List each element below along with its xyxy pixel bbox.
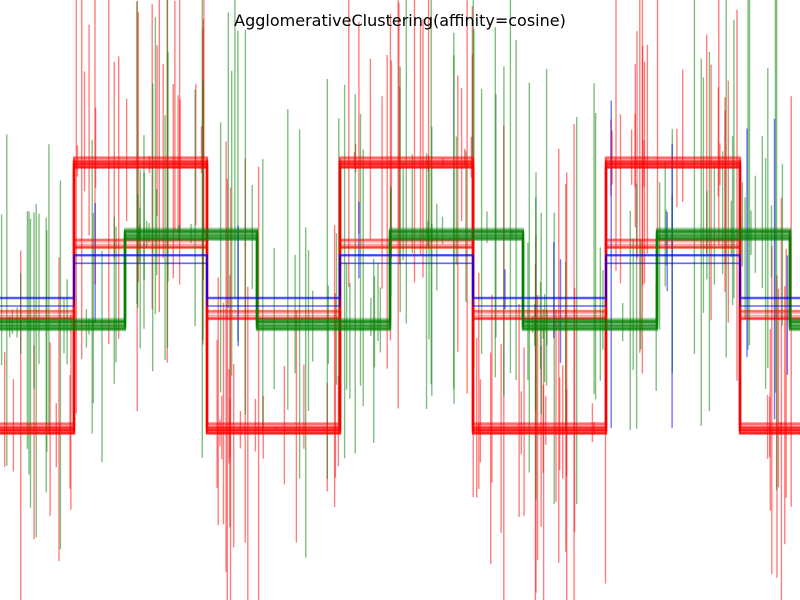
trace-cluster-1 — [0, 230, 800, 324]
trace-cluster-1 — [0, 229, 800, 323]
trace-cluster-1 — [0, 234, 800, 327]
trace-cluster-0 — [0, 159, 800, 429]
trace-cluster-0 — [0, 166, 800, 435]
trace-cluster-0 — [0, 165, 800, 434]
trace-cluster-0 — [0, 161, 800, 430]
trace-cluster-2 — [0, 254, 800, 300]
trace-cluster-1 — [0, 229, 800, 322]
trace-cluster-0-alt — [0, 246, 800, 320]
trace-cluster-0 — [0, 158, 800, 427]
trace-cluster-0-alt — [0, 246, 800, 321]
trace-cluster-0 — [0, 160, 800, 429]
trace-cluster-1 — [0, 233, 800, 327]
trace-cluster-0 — [0, 162, 800, 431]
trace-cluster-0-alt — [0, 239, 800, 313]
trace-cluster-1 — [0, 231, 800, 325]
chart-title: AgglomerativeClustering(affinity=cosine) — [234, 11, 566, 30]
cluster-lines — [0, 156, 800, 435]
trace-cluster-0 — [0, 156, 800, 425]
trace-cluster-0-alt — [0, 245, 800, 320]
trace-cluster-1 — [0, 237, 800, 330]
trace-cluster-1 — [0, 229, 800, 322]
trace-cluster-0 — [0, 166, 800, 435]
trace-cluster-0 — [0, 166, 800, 435]
trace-cluster-0-alt — [0, 238, 800, 312]
trace-cluster-1 — [0, 238, 800, 331]
trace-cluster-2 — [0, 262, 800, 307]
trace-cluster-0 — [0, 165, 800, 435]
trace-cluster-0 — [0, 162, 800, 432]
trace-cluster-0-alt — [0, 243, 800, 317]
trace-cluster-0 — [0, 163, 800, 432]
trace-cluster-1 — [0, 236, 800, 330]
trace-cluster-0-alt — [0, 240, 800, 314]
trace-cluster-0 — [0, 163, 800, 432]
trace-cluster-1 — [0, 234, 800, 328]
trace-cluster-1 — [0, 236, 800, 330]
trace-cluster-1 — [0, 238, 800, 332]
trace-cluster-1 — [0, 233, 800, 326]
trace-cluster-2 — [0, 254, 800, 299]
trace-cluster-1 — [0, 230, 800, 323]
trace-cluster-0 — [0, 164, 800, 433]
trace-cluster-0-alt — [0, 245, 800, 319]
trace-cluster-0 — [0, 156, 800, 425]
trace-cluster-1 — [0, 227, 800, 320]
trace-cluster-0 — [0, 160, 800, 429]
trace-cluster-0 — [0, 163, 800, 432]
trace-cluster-1 — [0, 236, 800, 329]
trace-cluster-1 — [0, 231, 800, 324]
